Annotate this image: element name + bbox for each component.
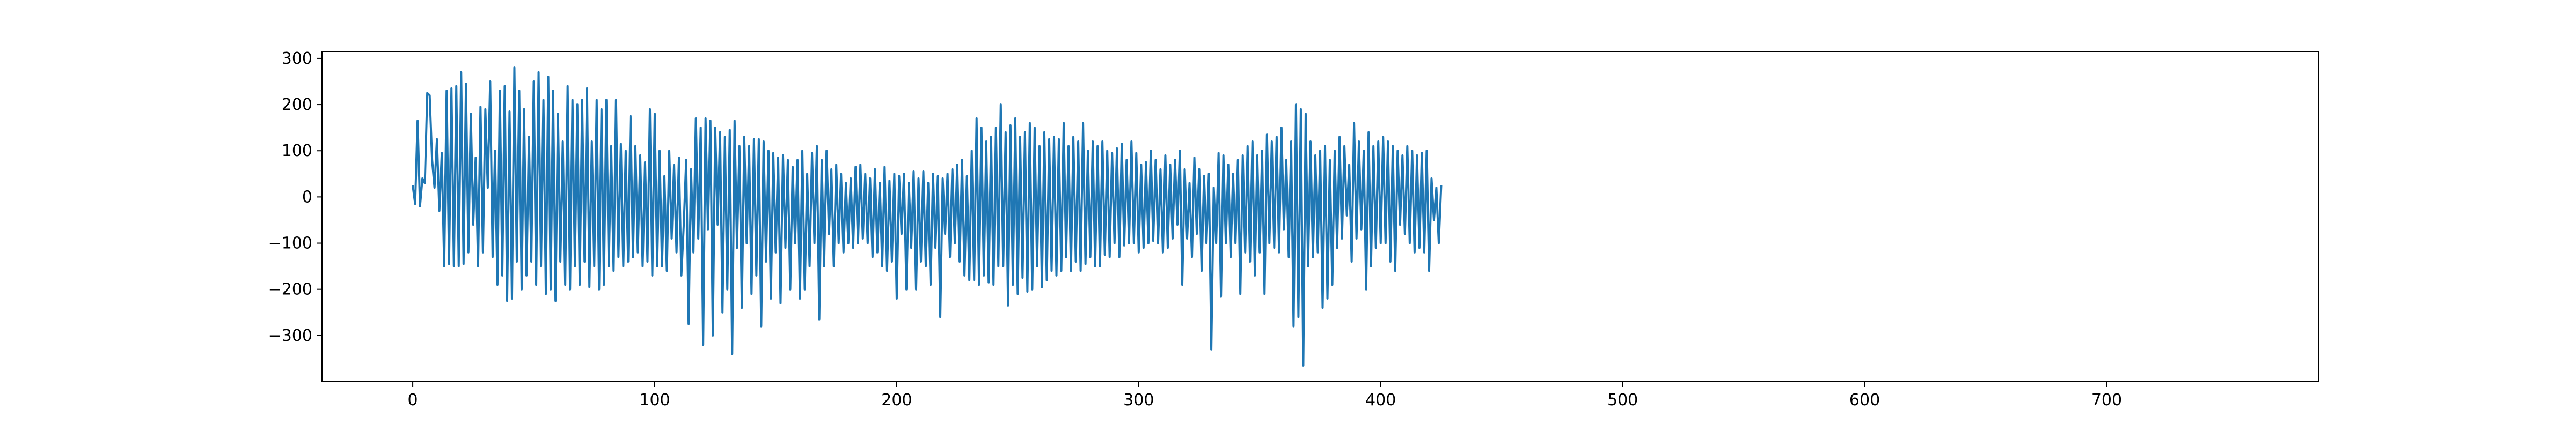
x-tick-label: 300 xyxy=(1123,391,1154,410)
y-tick-label: −100 xyxy=(268,234,312,253)
y-axis: −300 −200 −100 0 100 200 300 xyxy=(268,49,322,345)
x-tick-label: 200 xyxy=(881,391,912,410)
x-axis: 0 100 200 300 400 500 600 700 xyxy=(408,382,2122,410)
y-tick-label: 300 xyxy=(282,49,312,68)
y-tick-label: 0 xyxy=(302,188,312,206)
x-tick-label: 700 xyxy=(2091,391,2122,410)
x-tick-label: 0 xyxy=(408,391,418,410)
plot-frame xyxy=(321,51,2319,382)
y-tick-label: −200 xyxy=(268,280,312,299)
x-tick-label: 600 xyxy=(1849,391,1880,410)
x-tick-label: 100 xyxy=(639,391,670,410)
x-tick-label: 400 xyxy=(1365,391,1396,410)
x-tick-label: 500 xyxy=(1607,391,1638,410)
y-tick-label: 100 xyxy=(282,142,312,160)
y-tick-label: 200 xyxy=(282,95,312,114)
y-tick-label: −300 xyxy=(268,326,312,345)
series-line-0 xyxy=(412,66,1443,367)
plot-area xyxy=(412,66,1443,367)
